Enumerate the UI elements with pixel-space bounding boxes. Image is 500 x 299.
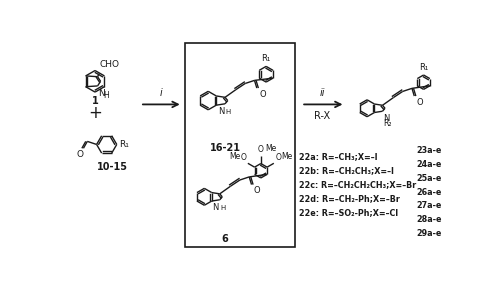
Text: 22e: R=–SO₂-Ph;X=–Cl: 22e: R=–SO₂-Ph;X=–Cl [299,208,398,216]
Text: O: O [276,153,281,162]
Text: O: O [416,97,423,107]
Text: i: i [160,88,162,98]
Text: 22b: R=–CH₂CH₃;X=–I: 22b: R=–CH₂CH₃;X=–I [299,166,394,175]
Text: H: H [220,205,226,211]
Bar [185,43,295,247]
Text: 6: 6 [222,234,228,244]
Text: R₁: R₁ [262,54,270,63]
Text: N: N [98,89,105,98]
Text: +: + [88,104,102,122]
Text: R₁: R₁ [119,140,129,149]
Text: N: N [218,107,224,116]
Text: Me: Me [282,152,293,161]
Text: 16-21: 16-21 [210,143,241,153]
Text: O: O [254,186,260,195]
Text: O: O [259,90,266,99]
Text: Me: Me [266,144,276,153]
Text: 22d: R=–CH₂-Ph;X=–Br: 22d: R=–CH₂-Ph;X=–Br [299,194,400,203]
Text: O: O [76,150,83,159]
Text: 1: 1 [92,96,98,106]
Text: H: H [226,109,231,115]
Text: 22a: R=–CH₃;X=–I: 22a: R=–CH₃;X=–I [299,152,378,161]
Text: N: N [384,114,390,123]
Text: Me: Me [229,152,240,161]
Text: 29a-e: 29a-e [416,229,442,238]
Text: R-X: R-X [314,111,330,120]
Text: ii: ii [320,88,325,98]
Text: 26a-e: 26a-e [416,187,442,196]
Text: 25a-e: 25a-e [416,174,442,183]
Text: O: O [258,145,264,154]
Text: 28a-e: 28a-e [416,215,442,224]
Text: CHO: CHO [99,60,119,69]
Text: N: N [212,203,219,212]
Text: R₂: R₂ [384,119,392,128]
Text: H: H [103,91,109,100]
Text: 22c: R=–CH₂CH₂CH₃;X=–Br: 22c: R=–CH₂CH₂CH₃;X=–Br [299,180,416,189]
Text: R₁: R₁ [419,63,428,72]
Text: 24a-e: 24a-e [416,160,442,169]
Text: O: O [240,153,246,162]
Text: 23a-e: 23a-e [416,146,442,155]
Text: 10-15: 10-15 [98,162,128,172]
Text: 27a-e: 27a-e [416,202,442,210]
